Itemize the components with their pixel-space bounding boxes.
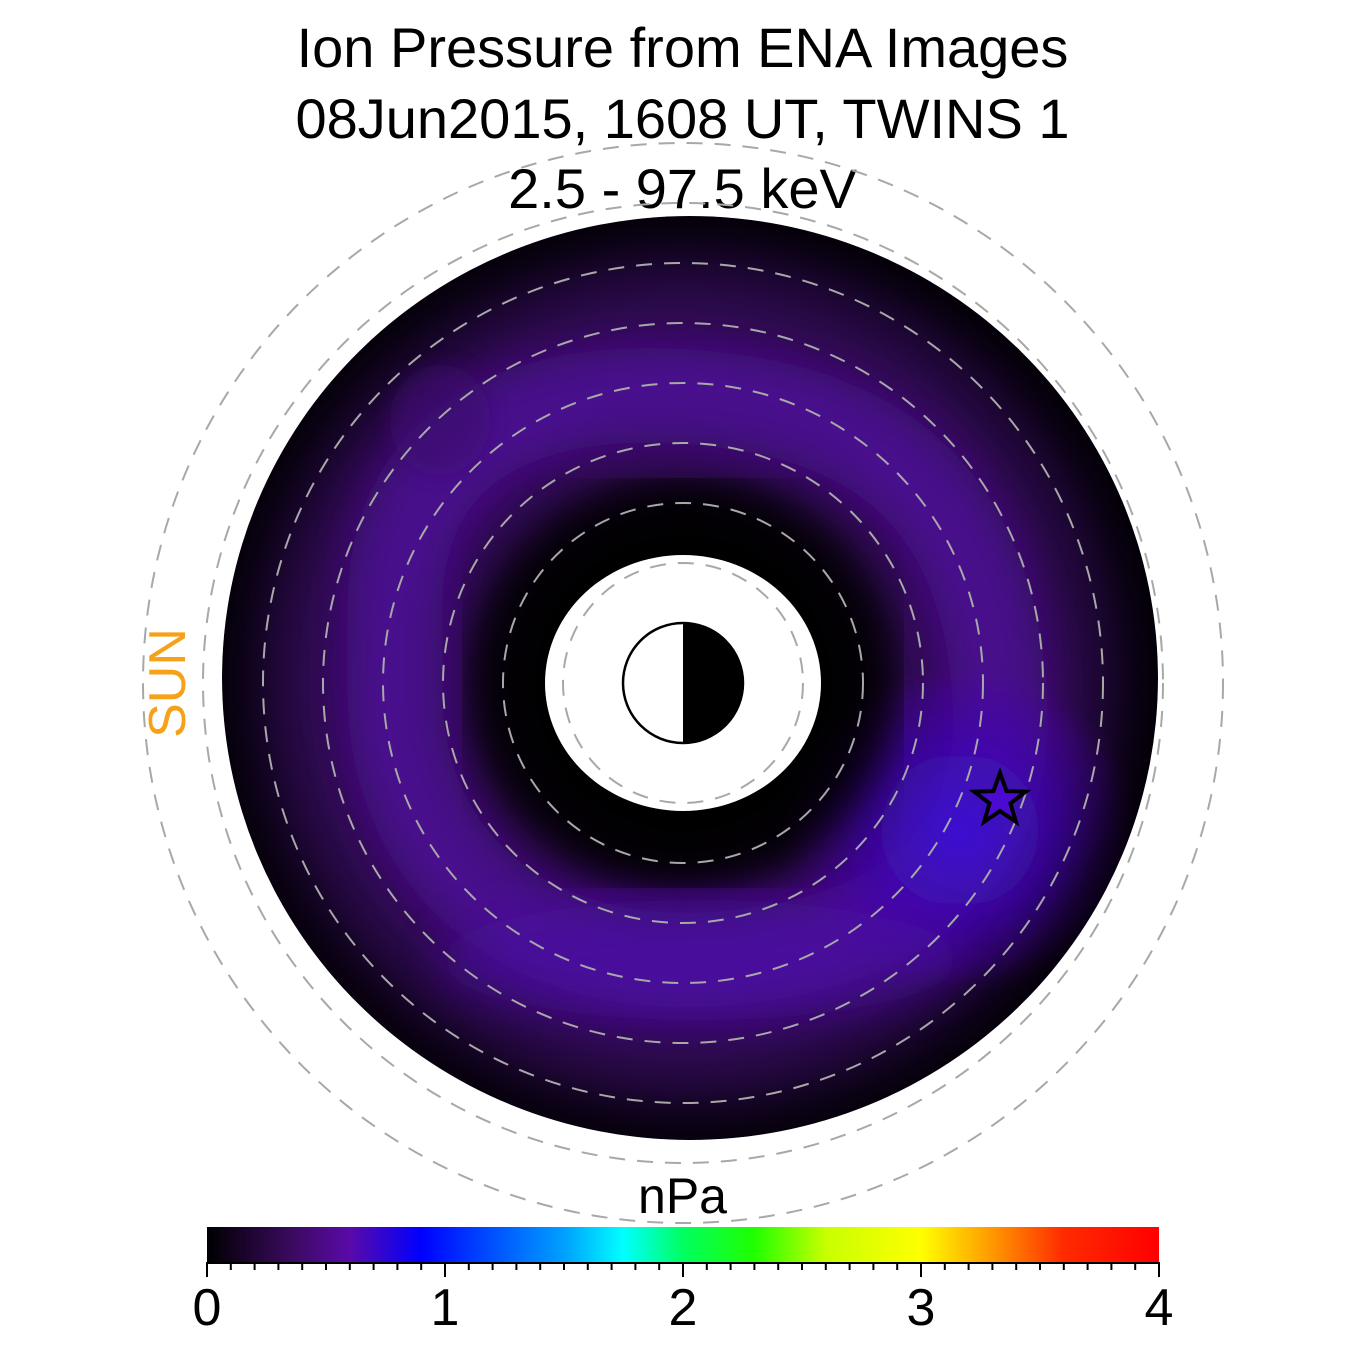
distance-ring xyxy=(562,562,804,804)
distance-rings xyxy=(142,142,1224,1224)
distance-ring xyxy=(382,382,984,984)
colorbar-tick-label: 4 xyxy=(1144,1279,1174,1337)
colorbar-unit-label: nPa xyxy=(638,1168,727,1224)
chart-title-line-2: 08Jun2015, 1608 UT, TWINS 1 xyxy=(295,87,1070,150)
distance-ring xyxy=(262,262,1104,1104)
distance-ring xyxy=(142,142,1224,1224)
distance-ring xyxy=(442,442,924,924)
sun-direction-label: SUN xyxy=(139,628,197,738)
colorbar-ticks xyxy=(206,1263,1160,1277)
colorbar-fill xyxy=(207,1227,1159,1263)
star-icon xyxy=(968,767,1032,827)
colorbar-tick-label: 3 xyxy=(906,1279,936,1337)
colorbar-tick-label: 1 xyxy=(430,1279,460,1337)
distance-ring xyxy=(322,322,1044,1044)
earth-icon xyxy=(621,621,745,745)
colorbar-tick-label: 2 xyxy=(668,1279,698,1337)
colorbar-tick-label: 0 xyxy=(192,1279,222,1337)
colorbar xyxy=(206,1227,1160,1277)
distance-ring xyxy=(502,502,864,864)
chart-title-line-1: Ion Pressure from ENA Images xyxy=(296,16,1069,79)
distance-ring xyxy=(202,202,1164,1164)
